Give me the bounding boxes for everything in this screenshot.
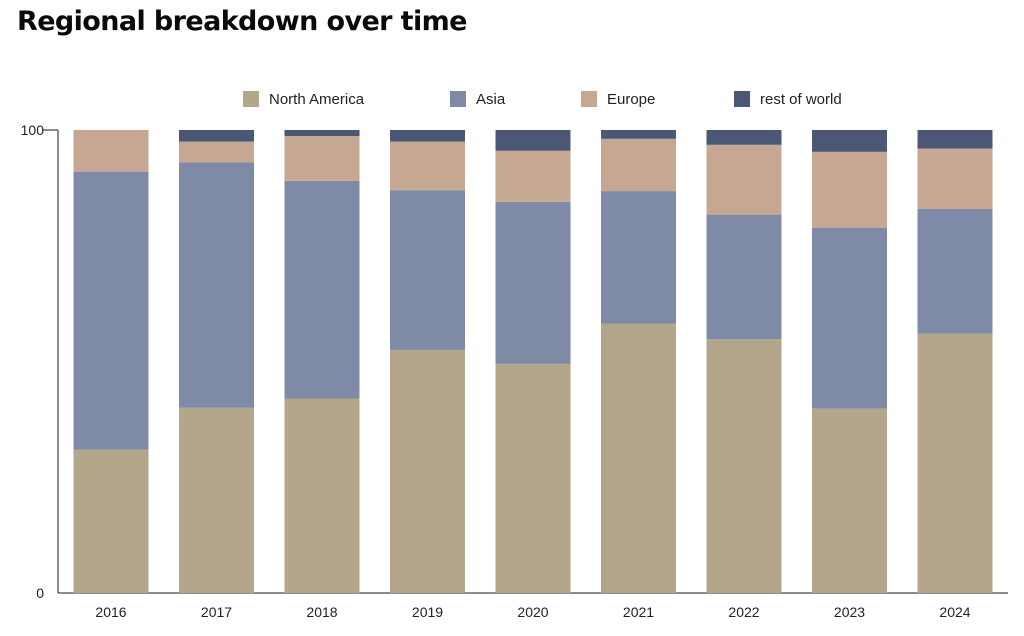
- bar-segment-2024-asia: [917, 208, 993, 334]
- legend-item-north-america: North America: [243, 88, 364, 110]
- legend-swatch-north-america: [243, 91, 259, 107]
- legend: North America Asia Europe rest of world: [0, 88, 1024, 110]
- x-tick-label-2019: 2019: [412, 604, 443, 620]
- y-tick-label-100: 100: [21, 122, 45, 138]
- legend-label-rest-of-world: rest of world: [760, 90, 842, 108]
- bar-segment-2018-asia: [284, 180, 360, 399]
- legend-label-north-america: North America: [269, 90, 365, 108]
- bars-group: [73, 130, 993, 593]
- bar-segment-2018-north-america: [284, 398, 360, 593]
- bar-segment-2020-north-america: [495, 363, 571, 593]
- bar-segment-2023-north-america: [812, 408, 887, 593]
- bar-segment-2021-rest-of-world: [601, 130, 676, 139]
- bar-segment-2024-europe: [917, 148, 993, 209]
- x-tick-label-2022: 2022: [728, 604, 759, 620]
- bar-segment-2023-europe: [812, 151, 887, 228]
- bar-segment-2021-asia: [601, 191, 676, 324]
- legend-label-asia: Asia: [476, 90, 506, 108]
- x-tick-label-2021: 2021: [623, 604, 654, 620]
- x-tick-label-2017: 2017: [201, 604, 232, 620]
- bar-segment-2022-europe: [706, 144, 782, 215]
- x-tick-labels: 2016 2017 2018 2019 2020 2021 2022 2023 2024: [95, 604, 970, 620]
- legend-swatch-asia: [450, 91, 466, 107]
- bar-segment-2017-rest-of-world: [179, 130, 254, 142]
- bar-segment-2019-europe: [390, 141, 465, 191]
- bar-segment-2016-europe: [73, 130, 149, 172]
- bar-segment-2022-north-america: [706, 339, 782, 593]
- bar-segment-2018-europe: [284, 136, 360, 181]
- x-tick-label-2024: 2024: [939, 604, 970, 620]
- bar-segment-2023-rest-of-world: [812, 130, 887, 152]
- bar-segment-2021-north-america: [601, 323, 676, 593]
- bar-segment-2024-north-america: [917, 333, 993, 593]
- x-tick-label-2023: 2023: [834, 604, 865, 620]
- bar-segment-2023-asia: [812, 227, 887, 409]
- bar-segment-2019-rest-of-world: [390, 130, 465, 142]
- bar-segment-2022-asia: [706, 214, 782, 340]
- bar-segment-2020-rest-of-world: [495, 130, 571, 151]
- x-tick-label-2016: 2016: [95, 604, 126, 620]
- bar-segment-2022-rest-of-world: [706, 130, 782, 145]
- bar-segment-2018-rest-of-world: [284, 130, 360, 136]
- x-tick-label-2020: 2020: [517, 604, 548, 620]
- bar-segment-2020-europe: [495, 150, 571, 202]
- bar-segment-2016-asia: [73, 171, 149, 450]
- bar-segment-2016-north-america: [73, 449, 149, 593]
- chart-title: Regional breakdown over time: [17, 6, 467, 37]
- legend-swatch-europe: [581, 91, 597, 107]
- legend-label-europe: Europe: [607, 90, 656, 108]
- bar-segment-2019-north-america: [390, 349, 465, 593]
- legend-swatch-rest-of-world: [734, 91, 750, 107]
- bar-segment-2024-rest-of-world: [917, 130, 993, 149]
- bar-segment-2017-europe: [179, 141, 254, 163]
- bar-segment-2017-north-america: [179, 407, 254, 593]
- legend-item-rest-of-world: rest of world: [734, 88, 842, 110]
- bar-segment-2019-asia: [390, 190, 465, 350]
- x-tick-label-2018: 2018: [306, 604, 337, 620]
- bar-segment-2020-asia: [495, 201, 571, 364]
- bar-segment-2021-europe: [601, 138, 676, 192]
- legend-item-asia: Asia: [450, 88, 505, 110]
- legend-item-europe: Europe: [581, 88, 655, 110]
- bar-segment-2017-asia: [179, 162, 254, 408]
- y-tick-label-0: 0: [36, 585, 44, 601]
